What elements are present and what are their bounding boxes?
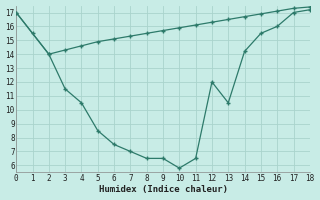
X-axis label: Humidex (Indice chaleur): Humidex (Indice chaleur): [99, 185, 228, 194]
